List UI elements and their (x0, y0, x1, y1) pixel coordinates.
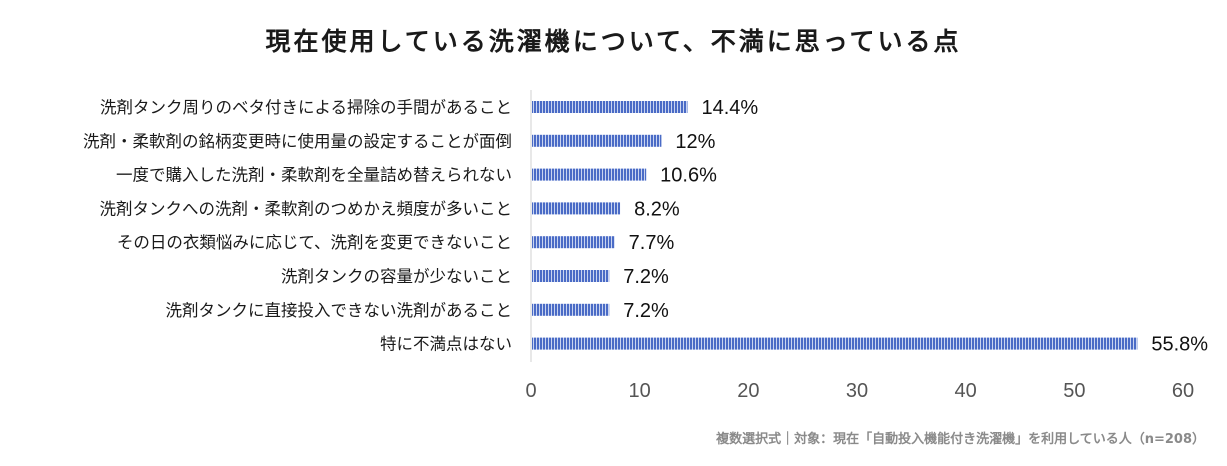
bar (532, 337, 1138, 350)
value-label: 7.2% (623, 266, 669, 288)
category-labels: 洗剤タンク周りのベタ付きによる掃除の手間があること洗剤・柔軟剤の銘柄変更時に使用… (83, 98, 512, 354)
value-label: 8.2% (634, 198, 680, 220)
x-tick-label: 60 (1172, 380, 1194, 402)
value-label: 7.2% (623, 300, 669, 322)
category-label: 特に不満点はない (380, 335, 512, 354)
category-label: 洗剤タンクへの洗剤・柔軟剤のつめかえ頻度が多いこと (100, 199, 513, 218)
value-label: 55.8% (1151, 334, 1208, 356)
category-label: 洗剤タンクに直接投入できない洗剤があること (166, 301, 513, 320)
bar (532, 168, 647, 181)
value-label: 14.4% (701, 97, 758, 119)
value-label: 10.6% (660, 165, 717, 187)
value-label: 7.7% (629, 232, 675, 254)
bar (532, 202, 621, 215)
value-labels: 14.4% 12% 10.6% 8.2% 7.7% 7.2% 7.2% 55.8% (623, 97, 1208, 356)
category-label: 洗剤・柔軟剤の銘柄変更時に使用量の設定することが面倒 (83, 132, 512, 151)
x-tick-label: 10 (629, 380, 651, 402)
bar (532, 236, 615, 249)
bar (532, 101, 688, 113)
chart-title: 現在使用している洗濯機について、不満に思っている点 (265, 27, 962, 56)
x-tick-label: 40 (955, 380, 977, 402)
x-tick-label: 20 (737, 380, 759, 402)
x-tick-label: 50 (1063, 380, 1085, 402)
x-axis-ticks: 0 10 20 30 40 50 60 (525, 380, 1194, 402)
bar (532, 303, 610, 316)
category-label: 一度で購入した洗剤・柔軟剤を全量詰め替えられない (116, 166, 512, 185)
category-label: 洗剤タンクの容量が少ないこと (281, 267, 512, 286)
bar (532, 134, 662, 147)
bar (532, 270, 610, 282)
x-tick-label: 30 (846, 380, 868, 402)
value-label: 12% (675, 131, 715, 153)
x-tick-label: 0 (525, 380, 536, 402)
footnote: 複数選択式｜対象：現在「自動投入機能付き洗濯機」を利用している人（n=208） (716, 432, 1205, 447)
bars (532, 101, 1138, 350)
category-label: 洗剤タンク周りのベタ付きによる掃除の手間があること (100, 98, 512, 117)
category-label: その日の衣類悩みに応じて、洗剤を変更できないこと (117, 233, 512, 252)
